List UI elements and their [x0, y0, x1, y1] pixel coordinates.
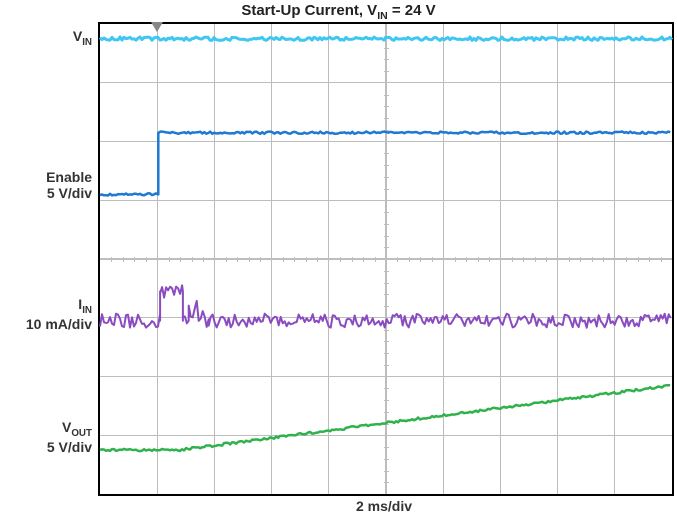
oscilloscope-figure: Start-Up Current, VIN = 24 V 2 ms/div VI…: [0, 0, 677, 519]
trace-iin: [100, 285, 671, 327]
channel-label-enable: Enable5 V/div: [0, 169, 92, 201]
figure-title: Start-Up Current, VIN = 24 V: [0, 2, 677, 22]
trace-enable: [100, 132, 670, 196]
channel-label-vout: VOUT5 V/div: [0, 419, 92, 455]
channel-label-vin: VIN: [0, 28, 92, 48]
trace-layer: [100, 24, 672, 494]
scope-grid: [98, 22, 674, 496]
trace-vout: [100, 385, 670, 451]
trace-vin: [100, 37, 672, 41]
channel-label-iin: IIN10 mA/div: [0, 296, 92, 332]
x-axis-caption: 2 ms/div: [98, 498, 670, 514]
